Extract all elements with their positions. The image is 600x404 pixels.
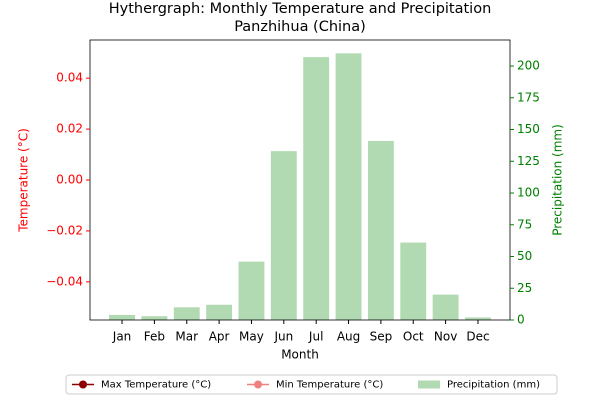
bar <box>432 294 459 320</box>
y-axis-label: Temperature (°C) <box>17 128 31 233</box>
x-tick-label: Dec <box>466 330 489 344</box>
y2-tick-label: 50 <box>517 249 532 263</box>
x-tick-label: May <box>239 330 264 344</box>
legend-marker <box>254 380 262 389</box>
x-tick-label: Sep <box>370 330 393 344</box>
bar <box>400 242 427 320</box>
y2-tick-label: 100 <box>517 186 540 200</box>
bar <box>367 140 394 320</box>
y2-tick-label: 0 <box>517 313 525 327</box>
x-tick-label: Jan <box>112 330 132 344</box>
x-tick-label: Mar <box>175 330 198 344</box>
bar <box>303 57 330 321</box>
chart-title: Hythergraph: Monthly Temperature and Pre… <box>109 1 492 17</box>
bar <box>141 316 168 320</box>
bar <box>109 314 135 320</box>
bar <box>206 304 233 320</box>
y-tick-label: −0.02 <box>46 223 83 237</box>
y2-tick-label: 150 <box>517 122 540 136</box>
y-tick-label: −0.04 <box>46 274 83 288</box>
x-axis-label: Month <box>281 348 319 362</box>
legend-frame <box>65 374 558 395</box>
x-tick-label: Aug <box>337 330 360 344</box>
x-tick-label: Oct <box>403 330 424 344</box>
y2-tick-label: 25 <box>517 281 532 295</box>
legend-label: Max Temperature (°C) <box>101 380 211 391</box>
bar <box>465 317 491 320</box>
y2-axis-label: Precipitation (mm) <box>551 124 565 236</box>
legend-swatch <box>418 380 440 389</box>
legend-label: Precipitation (mm) <box>447 380 540 391</box>
y2-tick-label: 75 <box>517 217 532 231</box>
y-tick-label: 0.04 <box>56 71 83 85</box>
chart-subtitle: Panzhihua (China) <box>234 19 366 35</box>
x-tick-label: Jul <box>308 330 323 344</box>
x-tick-label: Feb <box>144 330 165 344</box>
bar <box>270 151 297 320</box>
y2-tick-label: 125 <box>517 154 540 168</box>
legend-label: Min Temperature (°C) <box>276 380 383 391</box>
x-tick-label: Nov <box>434 330 457 344</box>
bar <box>238 261 265 320</box>
legend-marker <box>79 380 87 389</box>
y-tick-label: 0.02 <box>56 122 83 136</box>
bar <box>335 53 362 320</box>
x-tick-label: Apr <box>209 330 230 344</box>
bar <box>173 307 200 320</box>
y2-tick-label: 200 <box>517 59 540 73</box>
y-tick-label: 0.00 <box>56 173 83 187</box>
x-tick-label: Jun <box>273 330 293 344</box>
y2-tick-label: 175 <box>517 90 540 104</box>
